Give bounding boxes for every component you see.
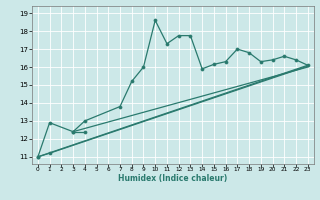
X-axis label: Humidex (Indice chaleur): Humidex (Indice chaleur) <box>118 174 228 183</box>
